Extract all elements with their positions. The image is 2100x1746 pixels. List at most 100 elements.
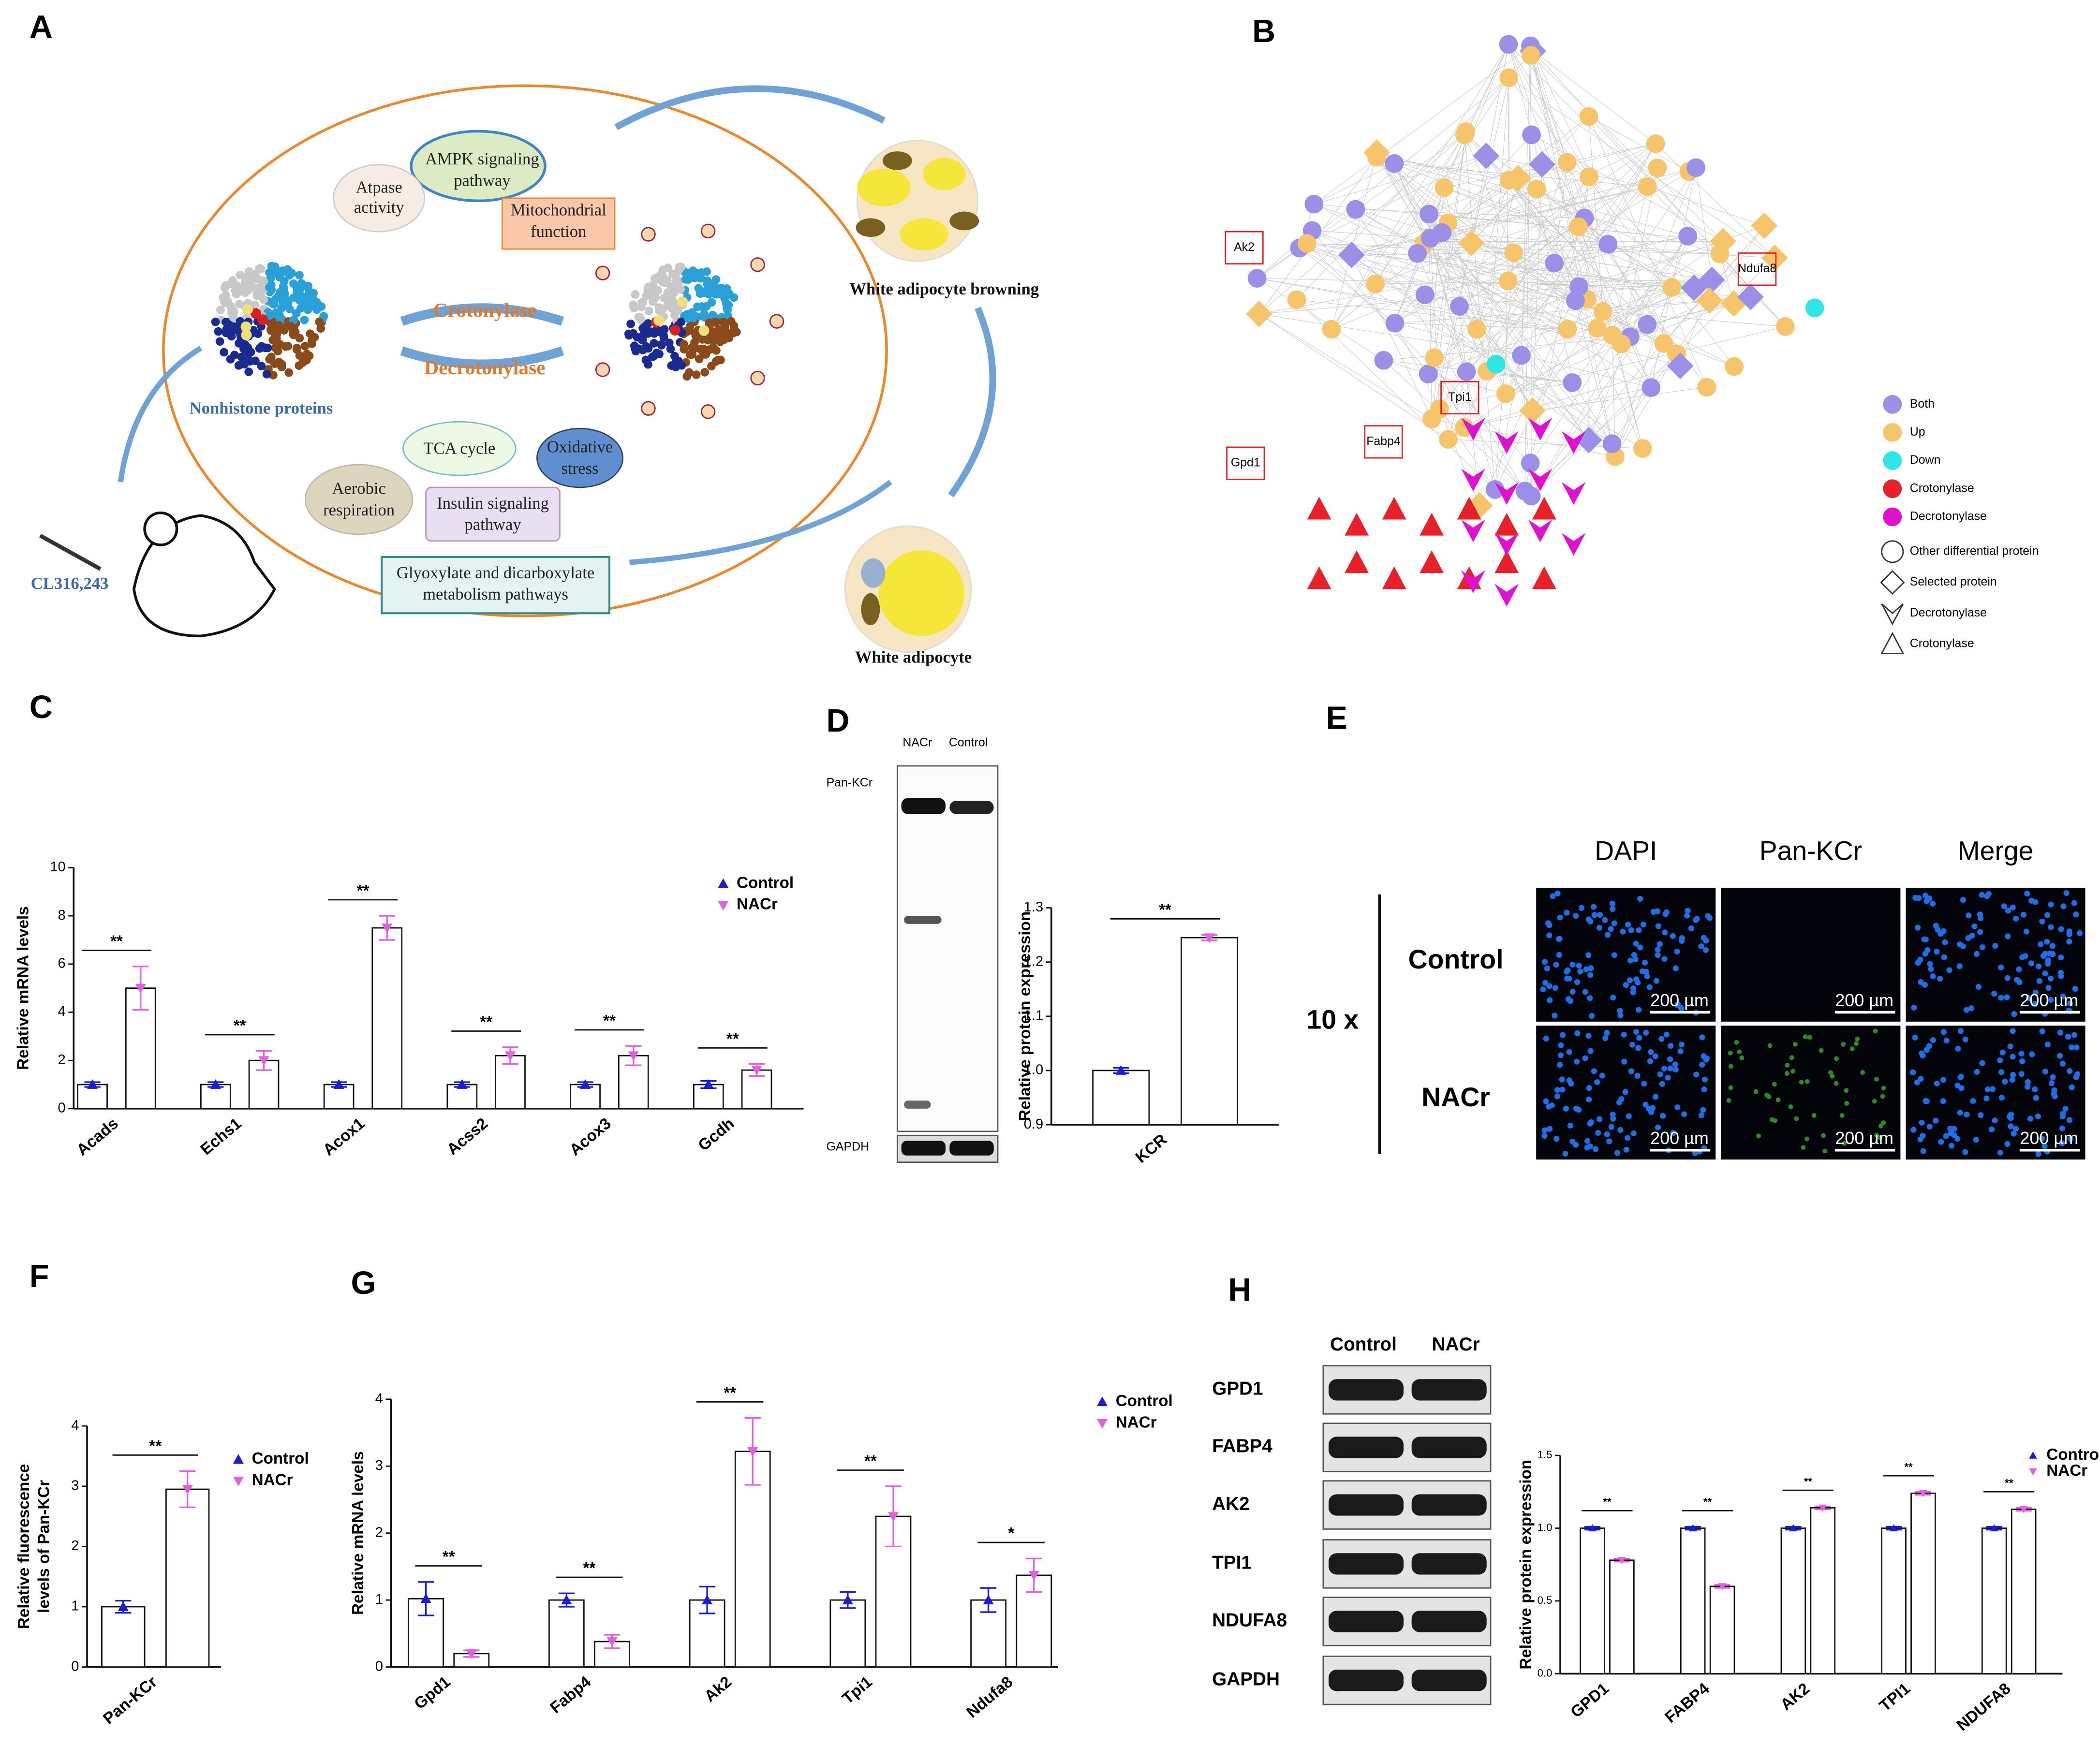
- node-label: Tpi1: [1448, 390, 1471, 404]
- nucleus: [1556, 936, 1563, 942]
- node: [1579, 107, 1598, 126]
- nucleus: [1609, 900, 1615, 907]
- significance: **: [864, 1453, 877, 1470]
- nucleus: [2018, 1071, 2025, 1077]
- band: [949, 1141, 994, 1156]
- nucleus: [1699, 1061, 1705, 1068]
- nucleus: [1574, 1058, 1580, 1065]
- nucleus: [2067, 1068, 2073, 1074]
- nucleus: [1937, 976, 1943, 982]
- nucleus: [1652, 1094, 1658, 1100]
- significance: **: [1804, 1475, 1813, 1487]
- lane-label: Control: [1330, 1334, 1397, 1355]
- nucleus: [2066, 931, 2072, 938]
- y-tick-label: 0: [71, 1658, 79, 1674]
- nucleus: [1566, 1049, 1572, 1055]
- node: [1654, 334, 1673, 353]
- edge: [1588, 117, 1603, 312]
- nucleus: [1956, 963, 1963, 969]
- significance: **: [1703, 1496, 1712, 1508]
- legend-swatch: [1883, 423, 1902, 442]
- nucleus: [1672, 965, 1679, 971]
- nucleus: [1998, 1095, 2005, 1101]
- highlight-box: [1226, 446, 1265, 480]
- nucleus: [1616, 1099, 1623, 1106]
- edge: [1257, 278, 1384, 361]
- nucleus: [2019, 1058, 2026, 1064]
- protein-unit: [312, 298, 321, 307]
- nucleus: [1564, 975, 1570, 982]
- nucleus: [1602, 917, 1608, 924]
- data-point: [747, 1447, 758, 1457]
- y-tick-label: 3: [71, 1478, 79, 1493]
- protein-unit: [226, 355, 235, 364]
- nucleus: [1679, 935, 1685, 941]
- diagram-label: respiration: [323, 501, 395, 519]
- nucleus: [1918, 1076, 1924, 1082]
- nucleus: [2049, 943, 2056, 949]
- node: [1461, 519, 1485, 543]
- nucleus: [1594, 1079, 1600, 1086]
- diagram-label: Glyoxylate and dicarboxylate: [397, 564, 594, 582]
- nucleus: [2047, 950, 2053, 957]
- data-point: [887, 1512, 899, 1522]
- data-point: [1890, 1524, 1898, 1532]
- node: [1346, 200, 1365, 219]
- data-point: [561, 1595, 572, 1604]
- mouse-ear: [143, 511, 178, 546]
- nucleus: [1997, 1057, 2003, 1064]
- protein-unit: [215, 337, 224, 346]
- nucleus: [1667, 1065, 1673, 1071]
- edge: [1428, 287, 1672, 374]
- signal: [1804, 1079, 1810, 1084]
- legend-marker: [233, 1454, 244, 1464]
- y-tick-label: 1.0: [1538, 1521, 1553, 1533]
- edge: [1506, 343, 1622, 394]
- network: Ak2 Ndufa8 Tpi1 Fabp4 Gpd1 Both Up Down Crotonyl…: [1225, 35, 2039, 654]
- edge: [1351, 254, 1615, 457]
- data-point: [628, 1051, 639, 1061]
- signal: [1801, 1145, 1806, 1150]
- nucleus: [1630, 1130, 1637, 1137]
- nucleus: [1557, 914, 1563, 921]
- bar: [2011, 1509, 2037, 1674]
- diagram-label: Atpase: [356, 178, 402, 196]
- node: [1568, 217, 1588, 236]
- node: [1648, 158, 1667, 177]
- nucleus: [1630, 989, 1636, 996]
- nucleus: [1585, 1032, 1592, 1039]
- node: [1382, 566, 1406, 589]
- nucleus: [1655, 923, 1661, 929]
- edge: [1614, 353, 1677, 457]
- crotonyl-group: [700, 223, 716, 239]
- protein-unit: [673, 277, 682, 286]
- bar: [101, 1606, 146, 1668]
- nucleus: [1992, 942, 1998, 949]
- data-point: [2019, 1506, 2028, 1513]
- node: [1287, 290, 1306, 309]
- edge: [1494, 355, 1522, 490]
- edge: [1307, 243, 1425, 295]
- signal: [1803, 1034, 1808, 1040]
- nucleus: [1547, 1126, 1553, 1132]
- edge: [1614, 343, 1664, 457]
- protein-unit: [665, 338, 674, 347]
- nucleus: [1627, 977, 1633, 983]
- edge: [1417, 253, 1672, 288]
- protein-unit: [636, 313, 644, 322]
- nucleus: [2022, 953, 2028, 959]
- protein-unit: [316, 324, 325, 333]
- diagram-label: Crotonylase: [433, 299, 537, 321]
- edge: [1417, 253, 1467, 372]
- protein-unit: [644, 307, 653, 316]
- protein-unit: [229, 322, 238, 331]
- nucleus: [1565, 967, 1571, 973]
- protein-unit: [695, 354, 704, 364]
- nucleus: [1930, 973, 1936, 980]
- data-point: [182, 1485, 193, 1495]
- data-point: [504, 1051, 516, 1061]
- node: [1450, 297, 1469, 316]
- nucleus: [1927, 961, 1933, 967]
- nucleus: [1946, 967, 1952, 973]
- bar: [1780, 1527, 1806, 1674]
